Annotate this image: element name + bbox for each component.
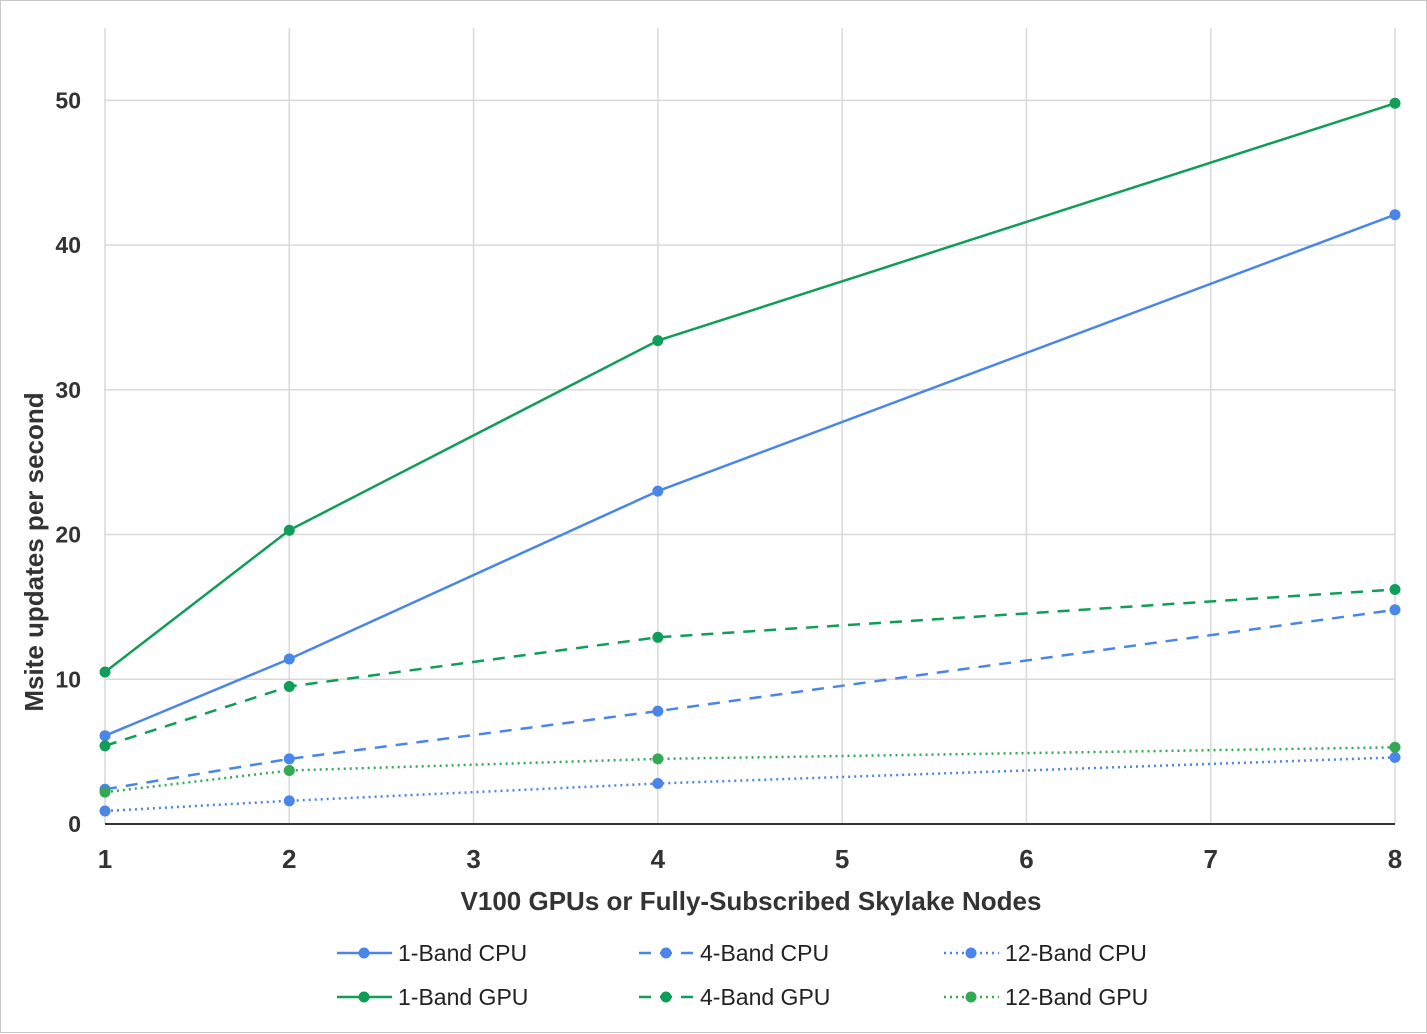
x-tick-label: 4 bbox=[651, 844, 666, 874]
x-tick-label: 6 bbox=[1019, 844, 1033, 874]
legend-swatch-marker bbox=[660, 947, 672, 959]
legend-item: 1-Band GPU bbox=[337, 984, 528, 1010]
data-point bbox=[652, 705, 664, 717]
series-lines bbox=[104, 102, 1396, 813]
legend-swatch-marker bbox=[965, 947, 977, 959]
legend-item: 4-Band GPU bbox=[639, 984, 830, 1010]
y-axis-label: Msite updates per second bbox=[19, 392, 49, 711]
data-point bbox=[1389, 97, 1401, 109]
data-point bbox=[652, 777, 664, 789]
data-point bbox=[1389, 604, 1401, 616]
legend-item: 12-Band GPU bbox=[944, 984, 1148, 1010]
data-point bbox=[283, 524, 295, 536]
series-line-5 bbox=[104, 588, 1396, 747]
y-tick-label: 0 bbox=[68, 811, 81, 837]
data-point bbox=[652, 485, 664, 497]
data-point bbox=[99, 786, 111, 798]
x-tick-label: 1 bbox=[98, 844, 112, 874]
x-axis-label: V100 GPUs or Fully-Subscribed Skylake No… bbox=[461, 886, 1042, 916]
data-point bbox=[99, 666, 111, 678]
legend-label: 4-Band CPU bbox=[700, 940, 829, 966]
legend: 1-Band CPU 4-Band CPU 12-Band CPU 1-Band GP… bbox=[337, 940, 1148, 1010]
y-tick-label: 10 bbox=[55, 666, 81, 692]
data-point bbox=[1389, 741, 1401, 753]
legend-label: 1-Band GPU bbox=[398, 984, 528, 1010]
data-point bbox=[1389, 751, 1401, 763]
series-line-1 bbox=[104, 213, 1396, 737]
legend-swatch-marker bbox=[965, 991, 977, 1003]
y-tick-label: 50 bbox=[55, 87, 81, 113]
x-tick-label: 3 bbox=[466, 844, 480, 874]
series-points bbox=[99, 97, 1401, 817]
grid-lines bbox=[104, 28, 1396, 825]
data-point bbox=[99, 740, 111, 752]
x-tick-label: 2 bbox=[282, 844, 296, 874]
y-tick-label: 20 bbox=[55, 522, 81, 548]
legend-label: 1-Band CPU bbox=[398, 940, 527, 966]
data-point bbox=[283, 681, 295, 693]
data-point bbox=[1389, 209, 1401, 221]
y-tick-label: 40 bbox=[55, 232, 81, 258]
series-line-4 bbox=[104, 102, 1396, 673]
data-point bbox=[283, 795, 295, 807]
legend-item: 4-Band CPU bbox=[639, 940, 829, 966]
series-line-6 bbox=[104, 746, 1396, 794]
legend-swatch-marker bbox=[660, 991, 672, 1003]
data-point bbox=[283, 653, 295, 665]
x-tick-labels: 1 2 3 4 5 6 7 8 bbox=[98, 844, 1402, 874]
data-point bbox=[99, 805, 111, 817]
y-tick-labels: 0 10 20 30 40 50 bbox=[55, 87, 81, 837]
legend-swatch-marker bbox=[358, 947, 370, 959]
legend-swatch-marker bbox=[358, 991, 370, 1003]
x-tick-label: 8 bbox=[1388, 844, 1402, 874]
y-tick-label: 30 bbox=[55, 377, 81, 403]
legend-label: 4-Band GPU bbox=[700, 984, 830, 1010]
data-point bbox=[1389, 584, 1401, 596]
series-line-3 bbox=[104, 756, 1396, 813]
data-point bbox=[652, 335, 664, 347]
data-point bbox=[99, 730, 111, 742]
data-point bbox=[652, 753, 664, 765]
data-point bbox=[652, 631, 664, 643]
series-line-2 bbox=[104, 608, 1396, 791]
data-point bbox=[283, 764, 295, 776]
legend-item: 12-Band CPU bbox=[944, 940, 1147, 966]
legend-item: 1-Band CPU bbox=[337, 940, 527, 966]
x-tick-label: 7 bbox=[1203, 844, 1217, 874]
legend-label: 12-Band GPU bbox=[1005, 984, 1148, 1010]
legend-label: 12-Band CPU bbox=[1005, 940, 1147, 966]
x-tick-label: 5 bbox=[835, 844, 849, 874]
data-point bbox=[283, 753, 295, 765]
